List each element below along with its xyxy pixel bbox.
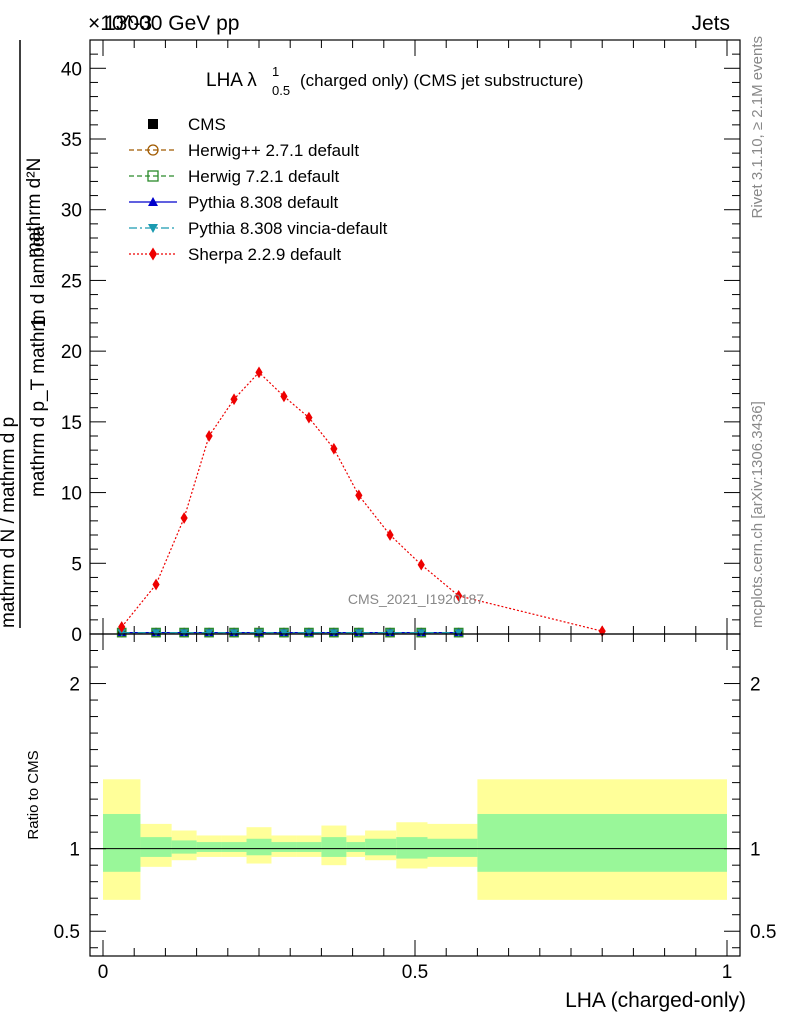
series-point-4 [254, 629, 264, 637]
ratio-y-tick-label: 2 [69, 675, 80, 696]
ratio-band-green [321, 837, 347, 857]
legend-marker [148, 197, 158, 206]
series-point-5 [152, 578, 160, 591]
series-point-4 [385, 629, 395, 637]
ratio-y-tick-label-right: 1 [750, 840, 761, 861]
legend-entry-label: Pythia 8.308 vincia-default [188, 219, 388, 238]
legend-entry-label: Sherpa 2.2.9 default [188, 245, 341, 264]
main-y-axis-label: 1 mathrm d N / mathrm d p mathrm d²N mat… [0, 40, 50, 628]
series-point-5 [280, 390, 288, 403]
x-axis-label: LHA (charged-only) [565, 989, 746, 1012]
ylabel-denominator: mathrm d N / mathrm d p [0, 417, 19, 628]
ratio-band-green [246, 838, 272, 856]
series-point-5 [417, 558, 425, 571]
x-tick-label: 0.5 [402, 962, 428, 983]
ratio-band-green [365, 838, 397, 856]
legend-entry-label: Pythia 8.308 default [188, 193, 339, 212]
y-tick-label: 20 [61, 342, 82, 363]
x-tick-label: 0 [98, 962, 109, 983]
legend-entry-label: Herwig 7.2.1 default [188, 167, 339, 186]
series-point-5 [455, 589, 463, 602]
series-point-5 [230, 393, 238, 406]
main-panel: 0 5 10 15 20 25 30 35 40 [61, 39, 741, 646]
title-rest: (charged only) (CMS jet substructure) [300, 71, 583, 90]
series-point-5 [255, 366, 263, 379]
y-tick-label: 40 [61, 59, 82, 80]
legend-marker [148, 119, 158, 129]
ratio-band-green [271, 842, 297, 852]
series-point-4 [454, 629, 463, 637]
ratio-band-green [477, 813, 727, 872]
series-point-4 [304, 629, 314, 637]
series-point-4 [229, 629, 239, 637]
ratio-band-green [221, 842, 247, 852]
ylabel-one: 1 [28, 316, 50, 327]
series-point-4 [417, 629, 426, 637]
series-point-4 [354, 629, 364, 637]
ratio-band-green [103, 813, 141, 872]
title-main: LHA λ [206, 70, 257, 91]
analysis-watermark: CMS_2021_I1920187 [348, 591, 484, 607]
series-point-4 [179, 629, 189, 637]
ratio-band-green [296, 842, 322, 852]
legend-marker [147, 144, 159, 156]
header-exponent: ×10^-3 [88, 12, 152, 35]
series-point-4 [117, 629, 126, 637]
ratio-y-tick-label-right: 0.5 [750, 922, 776, 943]
y-tick-label: 15 [61, 413, 82, 434]
series-point-5 [180, 512, 188, 524]
ratio-band-green [171, 840, 197, 854]
ratio-band-green [396, 837, 428, 859]
title-subscript: 0.5 [272, 83, 290, 98]
header-jets-label: Jets [691, 12, 730, 35]
series-point-5 [355, 489, 363, 502]
series-point-5 [386, 529, 394, 541]
ratio-y-axis-label: Ratio to CMS [25, 750, 42, 839]
y-tick-label: 5 [71, 554, 82, 575]
y-tick-label: 25 [61, 271, 82, 292]
ylabel-numerator: mathrm d²N [24, 158, 45, 258]
rivet-version-label: Rivet 3.1.10, ≥ 2.1M events [749, 36, 766, 219]
chart-title: LHA λ 1 0.5 (charged only) (CMS jet subs… [206, 64, 583, 98]
series-point-4 [329, 629, 339, 637]
legend-marker [149, 247, 157, 261]
header-energy-label: 13000 GeV pp [104, 12, 239, 35]
x-tick-label: 1 [722, 962, 733, 983]
ratio-band-green [196, 842, 222, 852]
series-point-5 [305, 411, 313, 424]
ratio-band-green [140, 837, 172, 857]
y-tick-label: 0 [71, 625, 82, 646]
legend-entry-label: CMS [188, 115, 226, 134]
ratio-y-tick-label-right: 2 [750, 675, 761, 696]
ratio-panel: 0 0.5 1 0.5 0.5 1 1 2 2 [54, 633, 776, 983]
y-tick-label: 30 [61, 201, 82, 222]
ylabel-derivative-denominator: mathrm d p_T mathrm d lambda [28, 226, 49, 497]
legend-marker [148, 224, 158, 233]
ratio-y-tick-label: 0.5 [54, 922, 80, 943]
series-point-5 [330, 442, 338, 455]
series-point-5 [205, 430, 213, 442]
ratio-band-green [346, 842, 366, 852]
mcplots-label: mcplots.cern.ch [arXiv:1306.3436] [749, 401, 766, 628]
legend: CMS Herwig++ 2.7.1 default Herwig 7.2.1 de… [129, 115, 388, 264]
legend-marker [147, 170, 159, 182]
series-point-4 [279, 629, 289, 637]
series-point-5 [118, 621, 126, 633]
series-point-4 [151, 629, 161, 637]
y-tick-label: 10 [61, 484, 82, 505]
title-superscript: 1 [272, 64, 279, 79]
series-line-5 [121, 371, 603, 632]
ratio-band-green [427, 838, 478, 857]
ratio-y-tick-label: 1 [69, 840, 80, 861]
series-point-4 [204, 629, 214, 637]
legend-entry-label: Herwig++ 2.7.1 default [188, 141, 359, 160]
y-tick-label: 35 [61, 130, 82, 151]
